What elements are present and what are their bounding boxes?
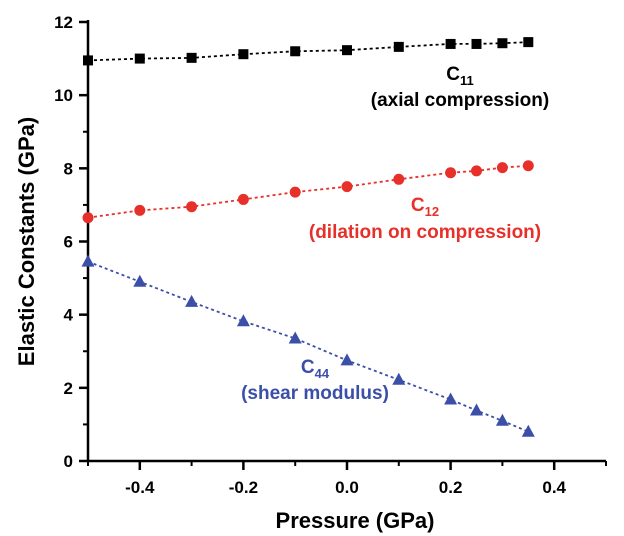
series-c44 — [81, 254, 535, 437]
data-point — [81, 254, 95, 267]
y-tick-label: 2 — [64, 379, 73, 398]
data-point — [522, 160, 534, 172]
data-point — [83, 55, 93, 66]
annotation-c12: C12 (dilation on compression) — [309, 195, 541, 243]
annotation-c11: C11 (axial compression) — [371, 64, 549, 111]
y-tick-label: 12 — [54, 13, 73, 32]
data-point — [470, 403, 483, 416]
data-point — [445, 167, 457, 179]
y-axis-title: Elastic Constants (GPa) — [14, 117, 39, 366]
data-point — [497, 38, 508, 49]
data-point — [288, 331, 302, 344]
data-point — [471, 38, 482, 49]
annotation-c44: C44 (shear modulus) — [241, 357, 389, 404]
data-point — [444, 392, 458, 405]
series-layer — [81, 37, 535, 437]
series-line — [87, 164, 529, 219]
data-point — [393, 41, 404, 52]
data-point — [134, 204, 146, 216]
data-point — [289, 186, 301, 198]
data-point — [521, 424, 535, 437]
data-point — [82, 212, 94, 224]
series-c12 — [82, 160, 534, 224]
x-ticks: -0.4 -0.2 0.0 0.2 0.4 — [87, 461, 607, 497]
annotation-c12-label: C12 — [411, 195, 439, 219]
annotation-c44-label: C44 — [301, 357, 330, 381]
annotation-c44-text: (shear modulus) — [241, 383, 389, 404]
y-tick-label: 0 — [64, 452, 73, 471]
data-point — [340, 353, 354, 366]
data-point — [495, 413, 509, 426]
annotation-c11-text: (axial compression) — [371, 90, 549, 111]
data-point — [341, 181, 353, 193]
x-tick-label: -0.2 — [229, 478, 258, 497]
x-tick-label: 0.4 — [542, 478, 566, 497]
data-point — [185, 294, 199, 307]
data-point — [133, 274, 147, 287]
y-tick-label: 10 — [54, 86, 73, 105]
data-point — [471, 165, 482, 177]
y-ticks: 0 2 4 6 8 10 12 — [54, 13, 88, 471]
data-point — [523, 37, 534, 48]
data-point — [393, 173, 405, 185]
annotation-c12-text: (dilation on compression) — [309, 222, 541, 243]
x-tick-label: -0.4 — [125, 478, 155, 497]
series-c11 — [83, 37, 534, 66]
data-point — [392, 372, 406, 385]
data-point — [186, 201, 198, 213]
y-tick-label: 8 — [64, 159, 73, 178]
y-tick-label: 4 — [64, 306, 74, 325]
x-tick-label: 0.0 — [335, 478, 359, 497]
data-point — [237, 193, 249, 205]
data-point — [238, 49, 249, 60]
y-tick-label: 6 — [64, 233, 73, 252]
series-line — [87, 260, 529, 433]
x-axis-title: Pressure (GPa) — [276, 508, 435, 533]
data-point — [445, 38, 456, 49]
data-point — [186, 52, 197, 63]
data-point — [342, 45, 352, 56]
x-tick-label: 0.2 — [439, 478, 463, 497]
data-point — [134, 53, 145, 64]
data-point — [236, 314, 250, 327]
series-line — [87, 41, 529, 62]
data-point — [290, 46, 301, 57]
annotation-c11-label: C11 — [446, 64, 473, 88]
data-point — [496, 162, 508, 174]
